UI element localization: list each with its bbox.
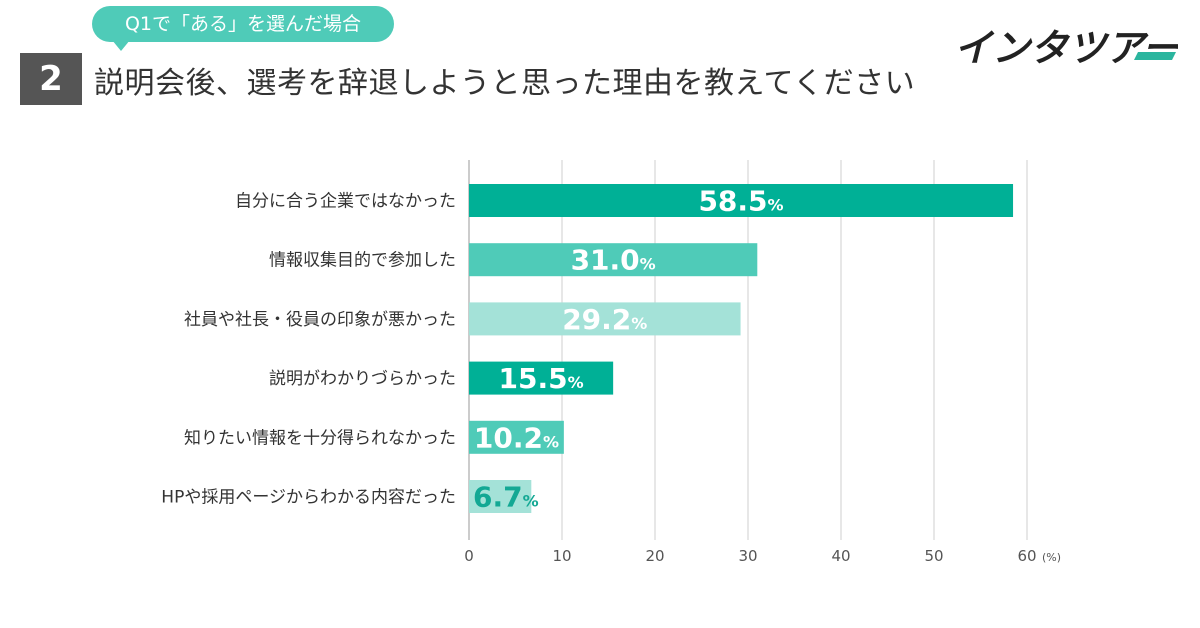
value-number: 29.2 (562, 303, 631, 336)
logo-graphic: インタツアー (954, 26, 1178, 70)
value-label: 15.5% (499, 362, 584, 395)
value-percent-sign: % (640, 255, 656, 274)
category-label: 知りたい情報を十分得られなかった (184, 428, 456, 448)
question-tag-tail (112, 40, 130, 51)
category-label: 説明がわかりづらかった (269, 369, 456, 389)
value-label: 58.5% (698, 185, 783, 218)
value-label: 29.2% (562, 303, 647, 336)
question-number: 2 (20, 53, 82, 105)
x-tick-label: 20 (645, 547, 664, 565)
bar (469, 480, 532, 513)
bar (469, 361, 614, 395)
x-tick-label: 40 (831, 547, 850, 565)
page-title: 説明会後、選考を辞退しようと思った理由を教えてください (94, 66, 916, 101)
bar (469, 184, 1014, 217)
category-label: 情報収集目的で参加した (269, 251, 456, 271)
value-number: 15.5 (499, 362, 568, 395)
question-tag: Q1で「ある」を選んだ場合 (92, 6, 394, 42)
x-tick-label: 0 (464, 547, 474, 565)
value-number: 10.2 (474, 421, 543, 454)
category-label: 自分に合う企業ではなかった (235, 192, 456, 212)
grid-layer (468, 160, 1028, 540)
value-label-layer: 58.5%31.0%29.2%15.5%10.2%6.7% (473, 185, 784, 514)
value-percent-sign: % (543, 432, 559, 451)
value-number: 31.0 (571, 244, 640, 277)
tick-label-layer: 0 10 20 30 40 50 60 (%) (464, 547, 1061, 565)
category-label: 社員や社長・役員の印象が悪かった (184, 310, 456, 330)
value-number: 6.7 (473, 481, 523, 514)
x-tick-label: 10 (552, 547, 571, 565)
x-tick-label: 60 (1017, 547, 1036, 565)
logo-accent (1134, 52, 1176, 60)
value-percent-sign: % (768, 196, 784, 215)
bar-layer (469, 184, 1014, 513)
logo-text: インタツアー (954, 26, 1178, 70)
x-tick-label: 50 (924, 547, 943, 565)
unit-label: (%) (1042, 551, 1061, 564)
bar (469, 243, 758, 277)
value-label: 31.0% (571, 244, 656, 277)
x-tick-label: 30 (738, 547, 757, 565)
bar (469, 302, 741, 336)
category-label-layer: 自分に合う企業ではなかった情報収集目的で参加した社員や社長・役員の印象が悪かった… (161, 192, 456, 508)
value-number: 58.5 (698, 185, 767, 218)
value-label: 6.7% (473, 481, 539, 514)
value-percent-sign: % (568, 373, 584, 392)
intertour-logo: インタツアー (952, 16, 1178, 74)
value-label: 10.2% (474, 421, 559, 454)
value-percent-sign: % (523, 492, 539, 511)
category-label: HPや採用ページからわかる内容だった (161, 488, 456, 508)
bar (469, 420, 564, 454)
value-percent-sign: % (631, 314, 647, 333)
